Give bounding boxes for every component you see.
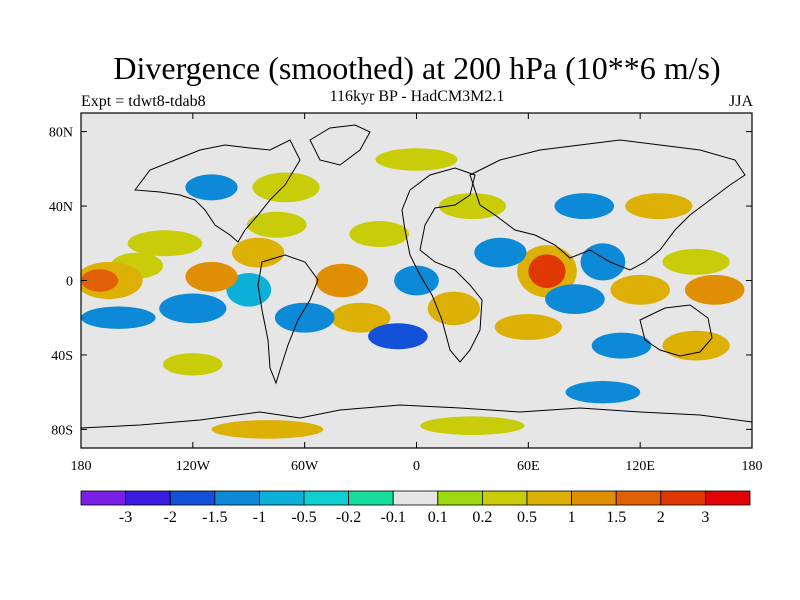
coast-greenland (309, 124, 371, 166)
colorbar-label-4: -0.5 (291, 509, 316, 526)
colorbar-swatch-5 (303, 490, 349, 506)
coast-south-america (257, 254, 319, 385)
divergence-region-17 (368, 323, 428, 350)
coastlines (81, 124, 752, 429)
x-tick-label-3: 0 (413, 459, 420, 474)
colorbar-label-5: -0.2 (336, 509, 361, 526)
divergence-region-15 (349, 221, 410, 247)
divergence-region-30 (591, 332, 652, 359)
y-tick-label-1: 40N (49, 200, 73, 215)
x-tick-label-6: 180 (742, 459, 763, 474)
colorbar-swatch-0 (80, 490, 126, 506)
experiment-label: Expt = tdwt8-tdab8 (81, 93, 206, 110)
coast-antarctica (81, 404, 752, 429)
divergence-region-11 (185, 174, 238, 201)
divergence-region-19 (438, 193, 506, 220)
coast-asia (469, 139, 746, 271)
divergence-region-14 (330, 302, 391, 333)
season-label: JJA (728, 93, 753, 110)
colorbar-swatch-9 (481, 490, 528, 506)
divergence-region-12 (274, 302, 335, 333)
divergence-region-5 (127, 230, 203, 257)
chart-title: Divergence (smoothed) at 200 hPa (10**6 … (113, 50, 721, 86)
divergence-region-27 (662, 248, 730, 275)
divergence-region-0 (81, 269, 119, 292)
x-tick-label-1: 120W (176, 459, 211, 474)
divergence-region-20 (474, 237, 527, 268)
colorbar-label-13: 3 (701, 509, 709, 526)
x-tick-label-0: 180 (71, 459, 92, 474)
colorbar-label-6: -0.1 (381, 509, 406, 526)
divergence-region-29 (662, 330, 730, 361)
divergence-region-10 (252, 172, 320, 203)
divergence-region-23 (494, 314, 562, 340)
y-tick-label-0: 80N (49, 126, 73, 141)
colorbar-swatch-12 (615, 490, 662, 506)
divergence-region-34 (211, 420, 324, 439)
coast-north-america (134, 139, 301, 243)
divergence-region-3 (81, 306, 156, 329)
colorbar-label-0: -3 (119, 509, 132, 526)
divergence-region-8 (232, 237, 285, 268)
colorbar-swatch-2 (169, 490, 216, 506)
axis-ticks: 180 120W 60W 0 60E 120E 180 80N 40N 0 40S 80S (49, 113, 763, 474)
y-tick-label-4: 80S (51, 423, 73, 438)
colorbar-label-8: 0.2 (472, 509, 492, 526)
colorbar-swatch-8 (437, 490, 483, 506)
colorbar-label-7: 0.1 (428, 509, 448, 526)
colorbar-label-9: 0.5 (517, 509, 537, 526)
colorbar-swatch-3 (214, 490, 260, 506)
divergence-region-35 (420, 416, 525, 436)
divergence-region-32 (554, 193, 615, 220)
chart-subtitle: 116kyr BP - HadCM3M2.1 (329, 88, 505, 105)
x-tick-label-5: 120E (625, 459, 655, 474)
colorbar-label-2: -1.5 (202, 509, 227, 526)
colorbar-swatch-13 (660, 490, 706, 506)
divergence-region-26 (610, 274, 670, 305)
divergence-region-4 (159, 293, 227, 324)
y-tick-label-3: 40S (51, 349, 73, 364)
colorbar-label-11: 1.5 (606, 509, 626, 526)
colorbar-label-12: 2 (657, 509, 665, 526)
colorbar-swatch-7 (392, 490, 439, 506)
colorbar-label-10: 1 (568, 509, 576, 526)
x-tick-label-4: 60E (517, 459, 540, 474)
divergence-region-9 (246, 211, 307, 238)
divergence-region-37 (565, 381, 641, 404)
divergence-field (81, 148, 745, 439)
divergence-region-36 (163, 353, 223, 376)
colorbar-swatch-10 (526, 490, 572, 506)
divergence-region-33 (375, 148, 458, 171)
divergence-region-13 (315, 263, 368, 298)
divergence-region-6 (185, 261, 238, 292)
colorbar-swatch-14 (705, 490, 751, 506)
x-tick-label-2: 60W (291, 459, 319, 474)
divergence-region-24 (545, 284, 605, 314)
divergence-region-31 (625, 193, 693, 220)
divergence-region-28 (684, 274, 745, 305)
colorbar-swatch-11 (571, 490, 617, 506)
coast-europe-africa (401, 167, 483, 363)
divergence-region-25 (580, 243, 626, 281)
colorbar-label-3: -1 (253, 509, 266, 526)
divergence-region-21 (528, 254, 566, 288)
coast-australia (639, 304, 713, 357)
colorbar-swatch-4 (258, 490, 305, 506)
colorbar-label-1: -2 (164, 509, 177, 526)
divergence-region-16 (394, 265, 439, 296)
divergence-region-18 (427, 291, 480, 326)
colorbar-swatch-6 (348, 490, 394, 506)
colorbar-swatch-1 (125, 490, 171, 506)
y-tick-label-2: 0 (66, 275, 73, 290)
colorbar: -3 -2 -1.5 -1 -0.5 -0.2 -0.1 0.1 0.2 0.5 1 1.5 2 3 (80, 490, 751, 526)
